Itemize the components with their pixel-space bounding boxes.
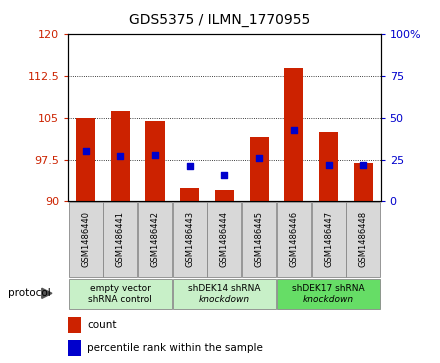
FancyBboxPatch shape	[312, 202, 345, 277]
Text: protocol: protocol	[8, 288, 51, 298]
Text: GSM1486445: GSM1486445	[255, 211, 264, 266]
FancyBboxPatch shape	[346, 202, 380, 277]
Text: shRNA control: shRNA control	[88, 295, 152, 305]
FancyBboxPatch shape	[69, 202, 103, 277]
FancyBboxPatch shape	[69, 279, 172, 309]
Bar	[68, 317, 81, 333]
Text: GSM1486443: GSM1486443	[185, 211, 194, 267]
FancyBboxPatch shape	[138, 202, 172, 277]
Text: GSM1486440: GSM1486440	[81, 211, 90, 266]
Point	[151, 152, 158, 158]
Point	[290, 127, 297, 132]
Text: shDEK14 shRNA: shDEK14 shRNA	[188, 284, 260, 293]
Bar	[68, 340, 81, 356]
Text: knockdown: knockdown	[199, 295, 250, 305]
Text: GDS5375 / ILMN_1770955: GDS5375 / ILMN_1770955	[129, 13, 311, 27]
Point	[82, 148, 89, 154]
Point	[186, 163, 193, 169]
FancyBboxPatch shape	[242, 202, 276, 277]
Bar	[319, 132, 338, 201]
FancyBboxPatch shape	[277, 202, 311, 277]
FancyBboxPatch shape	[172, 279, 276, 309]
Text: empty vector: empty vector	[90, 284, 151, 293]
Text: count: count	[87, 320, 117, 330]
Text: GSM1486442: GSM1486442	[150, 211, 159, 266]
Text: percentile rank within the sample: percentile rank within the sample	[87, 343, 263, 353]
Point	[221, 172, 228, 178]
FancyBboxPatch shape	[103, 202, 137, 277]
Bar	[354, 163, 373, 201]
Bar	[146, 121, 165, 201]
Bar	[76, 118, 95, 201]
Text: GSM1486441: GSM1486441	[116, 211, 125, 266]
Text: GSM1486448: GSM1486448	[359, 211, 368, 267]
Bar	[284, 68, 303, 201]
Bar	[215, 190, 234, 201]
Polygon shape	[42, 288, 52, 298]
Text: GSM1486444: GSM1486444	[220, 211, 229, 266]
Point	[360, 162, 367, 168]
FancyBboxPatch shape	[172, 202, 207, 277]
FancyBboxPatch shape	[207, 202, 242, 277]
Point	[117, 154, 124, 159]
Bar	[111, 111, 130, 201]
Point	[325, 162, 332, 168]
Text: GSM1486446: GSM1486446	[290, 211, 298, 267]
FancyBboxPatch shape	[277, 279, 380, 309]
Text: GSM1486447: GSM1486447	[324, 211, 333, 267]
Point	[256, 155, 263, 161]
Bar	[249, 138, 269, 201]
Text: shDEK17 shRNA: shDEK17 shRNA	[292, 284, 365, 293]
Text: knockdown: knockdown	[303, 295, 354, 305]
Bar	[180, 188, 199, 201]
